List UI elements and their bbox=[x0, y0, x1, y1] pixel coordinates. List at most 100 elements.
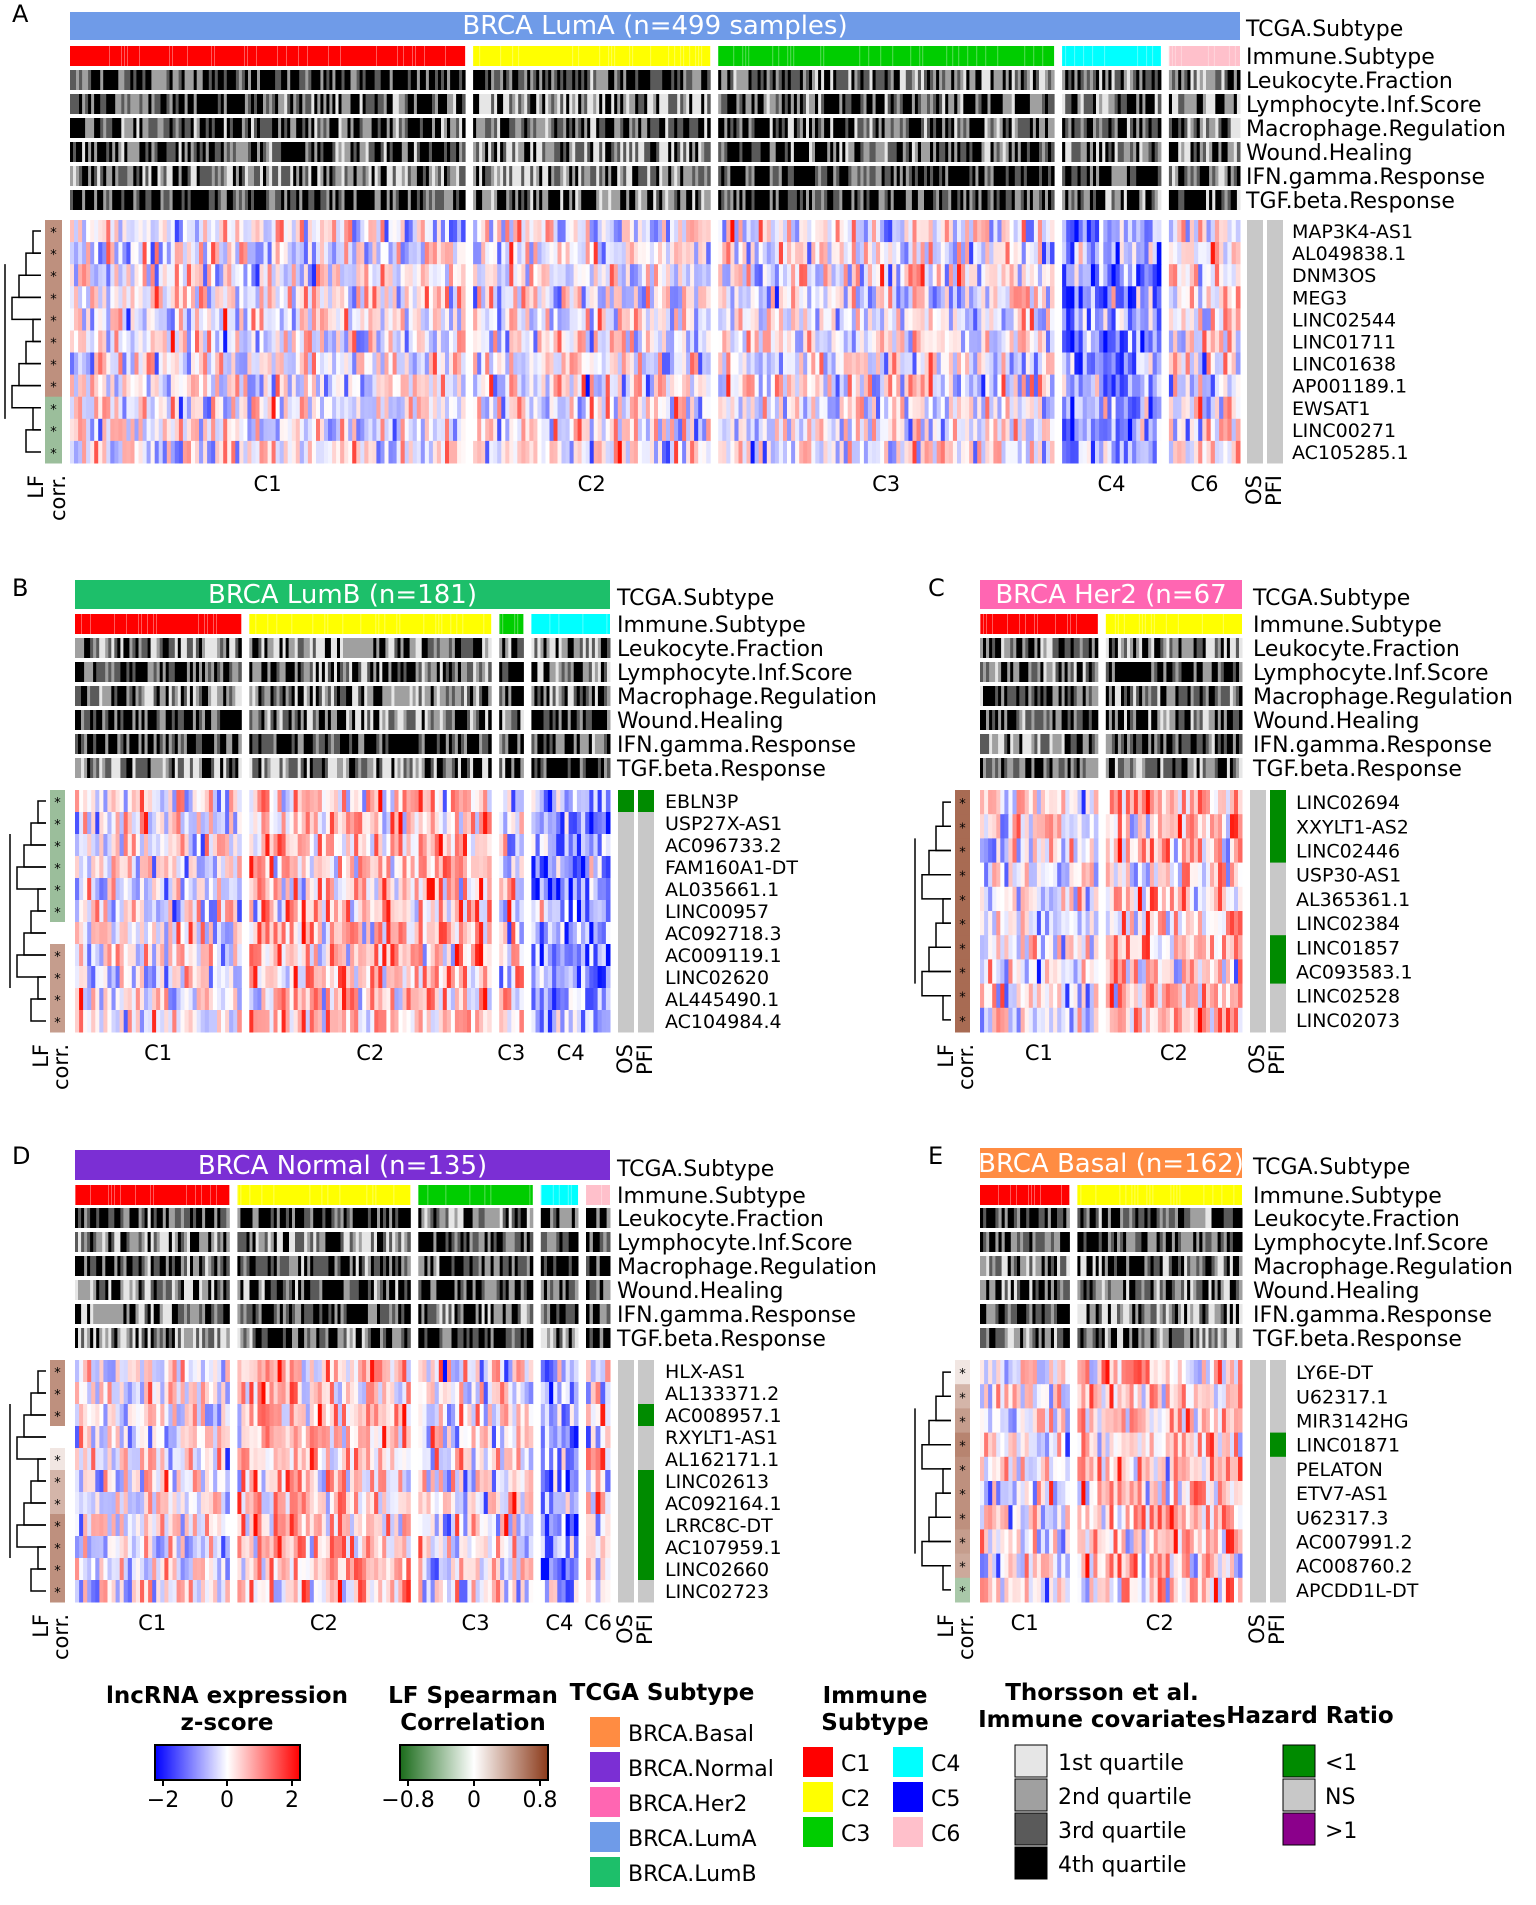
covariate-cell bbox=[175, 118, 180, 138]
covariate-cell bbox=[404, 94, 409, 114]
covariate-cell bbox=[238, 94, 243, 114]
sample-stripe bbox=[967, 46, 969, 66]
heatmap-cell bbox=[698, 330, 703, 354]
covariate-cell bbox=[539, 94, 543, 114]
covariate-cell bbox=[163, 142, 167, 162]
heatmap-cell bbox=[505, 440, 510, 464]
heatmap-cell bbox=[686, 396, 691, 420]
heatmap-cell bbox=[449, 374, 454, 398]
covariate-cell bbox=[960, 142, 964, 162]
covariate-cell bbox=[260, 118, 264, 138]
heatmap-cell bbox=[888, 352, 893, 376]
heatmap-cell bbox=[537, 330, 542, 354]
heatmap-cell bbox=[815, 352, 820, 376]
covariate-cell bbox=[244, 190, 249, 210]
heatmap-cell bbox=[617, 374, 623, 398]
covariate-cell bbox=[124, 166, 128, 186]
heatmap-cell bbox=[473, 264, 478, 287]
covariate-cell bbox=[593, 118, 597, 138]
heatmap-cell bbox=[134, 418, 139, 442]
heatmap-cell bbox=[348, 374, 353, 398]
heatmap-cell bbox=[758, 440, 764, 464]
heatmap-cell bbox=[440, 352, 446, 376]
heatmap-cell bbox=[621, 396, 627, 420]
heatmap-cell bbox=[581, 418, 587, 442]
heatmap-cell bbox=[617, 242, 623, 265]
heatmap-cell bbox=[973, 330, 978, 354]
covariate-cell bbox=[1227, 190, 1232, 210]
covariate-cell bbox=[395, 166, 400, 186]
covariate-cell bbox=[911, 118, 916, 138]
heatmap-cell bbox=[880, 396, 885, 420]
heatmap-cell bbox=[1025, 220, 1031, 243]
heatmap-cell bbox=[251, 308, 256, 331]
heatmap-cell bbox=[461, 374, 466, 398]
heatmap-cell bbox=[993, 264, 998, 287]
heatmap-cell bbox=[78, 374, 83, 398]
heatmap-cell bbox=[122, 418, 127, 442]
covariate-cell bbox=[362, 190, 367, 210]
covariate-cell bbox=[1065, 166, 1069, 186]
covariate-cell bbox=[945, 190, 949, 210]
heatmap-cell bbox=[449, 242, 454, 265]
covariate-cell bbox=[208, 70, 213, 90]
heatmap-cell bbox=[82, 264, 87, 287]
covariate-cell bbox=[1196, 94, 1201, 114]
covariate-cell bbox=[1039, 142, 1043, 162]
heatmap-cell bbox=[461, 308, 466, 331]
heatmap-cell bbox=[553, 374, 558, 398]
heatmap-cell bbox=[348, 418, 353, 442]
sample-stripe bbox=[1180, 46, 1182, 66]
heatmap-cell bbox=[658, 396, 663, 420]
heatmap-cell bbox=[303, 418, 309, 442]
heatmap-cell bbox=[997, 374, 1002, 398]
covariate-cell bbox=[945, 94, 949, 114]
heatmap-cell bbox=[989, 286, 994, 309]
covariate-cell bbox=[163, 70, 167, 90]
heatmap-cell bbox=[247, 374, 252, 398]
heatmap-cell bbox=[581, 330, 587, 354]
heatmap-cell bbox=[770, 396, 776, 420]
heatmap-cell bbox=[961, 308, 966, 331]
covariate-cell bbox=[413, 94, 418, 114]
covariate-cell bbox=[1120, 118, 1125, 138]
covariate-cell bbox=[1011, 142, 1016, 162]
heatmap-cell bbox=[799, 264, 804, 287]
heatmap-cell bbox=[565, 220, 571, 243]
heatmap-cell bbox=[686, 286, 691, 309]
heatmap-cell bbox=[166, 264, 172, 287]
covariate-cell bbox=[278, 142, 282, 162]
covariate-cell bbox=[515, 166, 519, 186]
covariate-cell bbox=[584, 142, 588, 162]
heatmap-cell bbox=[924, 330, 930, 354]
heatmap-cell bbox=[670, 308, 675, 331]
heatmap-cell bbox=[831, 264, 836, 287]
heatmap-cell bbox=[807, 440, 812, 464]
heatmap-cell bbox=[940, 242, 946, 265]
heatmap-cell bbox=[884, 220, 889, 243]
heatmap-cell bbox=[291, 330, 297, 354]
covariate-cell bbox=[1133, 94, 1137, 114]
heatmap-cell bbox=[126, 396, 131, 420]
covariate-cell bbox=[623, 166, 627, 186]
heatmap-cell bbox=[170, 440, 176, 464]
covariate-cell bbox=[1224, 118, 1229, 138]
covariate-cell bbox=[1005, 118, 1010, 138]
heatmap-cell bbox=[977, 286, 982, 309]
covariate-cell bbox=[727, 94, 731, 114]
heatmap-cell bbox=[936, 440, 942, 464]
covariate-cell bbox=[308, 142, 312, 162]
heatmap-cell bbox=[783, 330, 788, 354]
covariate-cell bbox=[957, 142, 961, 162]
heatmap-cell bbox=[352, 220, 357, 243]
heatmap-cell bbox=[505, 396, 510, 420]
covariate-cell bbox=[220, 118, 225, 138]
covariate-cell bbox=[936, 118, 940, 138]
covariate-cell bbox=[933, 70, 937, 90]
covariate-cell bbox=[347, 94, 351, 114]
covariate-cell bbox=[157, 190, 161, 210]
heatmap-cell bbox=[811, 220, 816, 243]
heatmap-cell bbox=[291, 352, 297, 376]
heatmap-cell bbox=[1013, 286, 1019, 309]
heatmap-cell bbox=[360, 330, 365, 354]
